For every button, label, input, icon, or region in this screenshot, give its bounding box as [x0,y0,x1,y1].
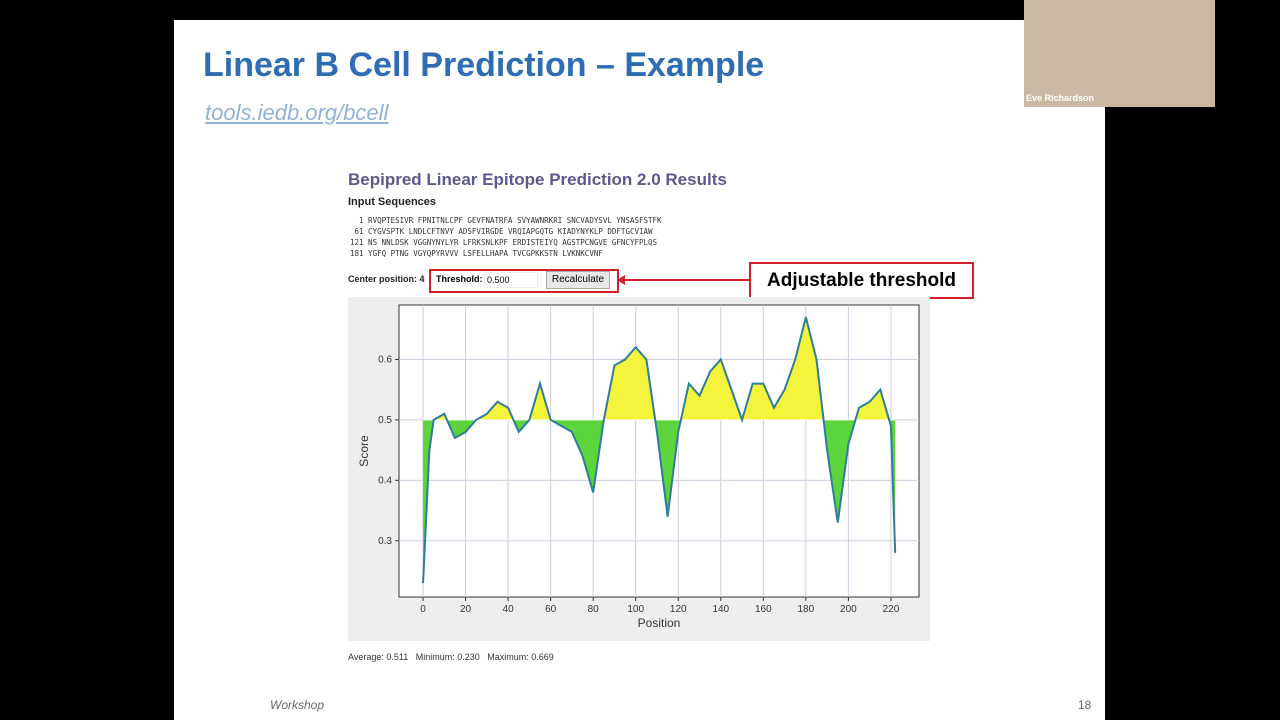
page-number: 18 [1078,698,1092,712]
x-tick-label: 120 [670,604,687,615]
annotation: Adjustable threshold [749,262,974,299]
x-tick-label: 160 [755,604,772,615]
x-tick-label: 0 [420,604,426,615]
x-tick-label: 40 [503,604,515,615]
threshold-label: Threshold: [436,274,483,284]
area-above [423,317,896,420]
footer: Workshop [270,698,325,712]
recalculate-button[interactable]: Recalculate [546,271,610,289]
x-tick-label: 20 [460,604,472,615]
sequence: 1 RVQPTESIVR FPNITNLCPF GEVFNATRFA SVYAW… [350,216,662,225]
arrow [617,275,749,285]
threshold-input[interactable]: 0.500 [484,272,538,288]
x-tick-label: 200 [840,604,857,615]
stats: Average: 0.511 Minimum: 0.230 Maximum: 0… [348,652,554,662]
y-tick-label: 0.5 [378,415,392,426]
x-tick-label: 220 [883,604,900,615]
x-tick-label: 140 [712,604,729,615]
score-line [422,316,897,584]
y-tick-label: 0.4 [378,475,392,486]
x-tick-label: 80 [588,604,600,615]
x-tick-label: 100 [627,604,644,615]
sequence: 181 YGFQ PTNG VGYQPYRVVV LSFELLHAPA TVCG… [350,249,603,258]
slide-title: Linear B Cell Prediction – Example [203,46,765,84]
webcam-name: Eve Richardson [1026,93,1095,103]
center-label: Center position: 4 [348,274,425,284]
area-below [423,419,896,584]
y-tick-label: 0.6 [378,354,392,365]
x-tick-label: 180 [798,604,815,615]
sequence: 61 CYGVSPTK LNDLCFTNVY ADSFVIRGDE VRQIAP… [350,227,653,236]
sequence: 121 NS NNLDSK VGGNYNYLYR LFRKSNLKPF ERDI… [350,238,658,247]
webcam [1024,0,1215,107]
input-label: Input Sequences [348,196,437,208]
link[interactable]: tools.iedb.org/bcell [205,100,389,125]
y-axis-label: Score [357,435,371,467]
results-heading: Bepipred Linear Epitope Prediction 2.0 R… [348,170,727,189]
x-tick-label: 60 [545,604,557,615]
chart: Position Score 0 20 40 60 80 100 120 140 160 180 2… [348,297,930,641]
y-tick-label: 0.3 [378,536,392,547]
x-axis-label: Position [638,616,681,630]
